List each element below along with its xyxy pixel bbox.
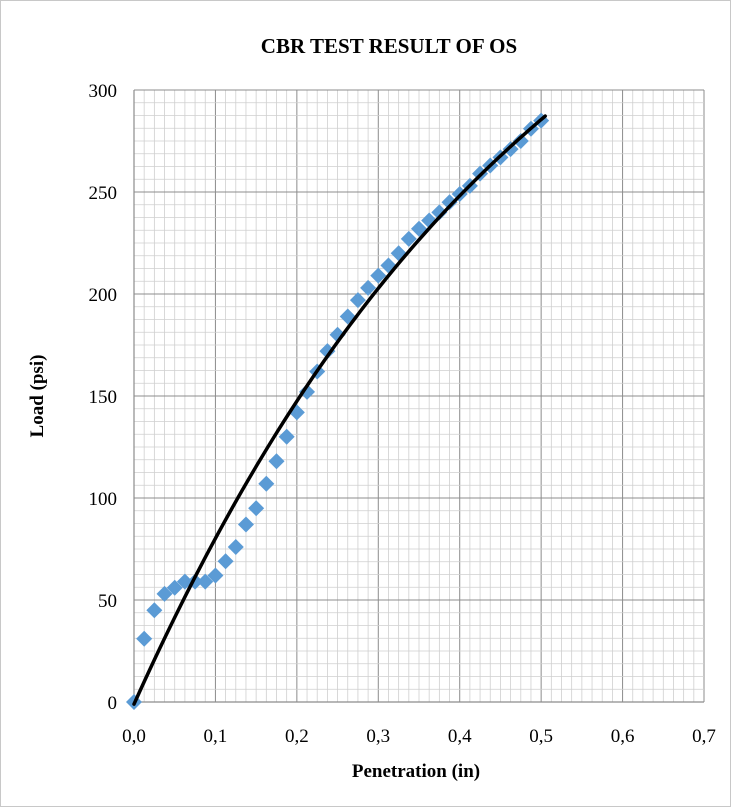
x-tick-label: 0,5 bbox=[529, 726, 553, 747]
y-tick-label: 0 bbox=[108, 693, 118, 714]
data-point bbox=[227, 538, 244, 555]
trendline bbox=[132, 114, 547, 706]
y-tick-label: 50 bbox=[98, 591, 117, 612]
data-point bbox=[217, 553, 234, 570]
chart-title: CBR TEST RESULT OF OS bbox=[261, 34, 517, 58]
data-point bbox=[390, 245, 407, 262]
data-point bbox=[278, 428, 295, 445]
data-point bbox=[268, 453, 285, 470]
data-point bbox=[512, 133, 529, 149]
x-tick-label: 0,4 bbox=[448, 726, 472, 747]
data-point bbox=[400, 230, 417, 247]
y-tick-label: 150 bbox=[89, 387, 118, 408]
y-tick-label: 100 bbox=[89, 489, 118, 510]
x-tick-label: 0,7 bbox=[692, 726, 716, 747]
data-point bbox=[197, 573, 214, 590]
data-point bbox=[349, 292, 366, 309]
data-point bbox=[258, 475, 275, 492]
y-tick-labels: 0 50 100 150 200 250 300 bbox=[89, 81, 118, 714]
data-point bbox=[156, 585, 173, 602]
data-point bbox=[360, 279, 377, 296]
x-tick-label: 0,3 bbox=[366, 726, 390, 747]
data-point bbox=[237, 516, 254, 533]
x-tick-labels: 0,0 0,1 0,2 0,3 0,4 0,5 0,6 0,7 bbox=[122, 726, 716, 747]
y-tick-label: 200 bbox=[89, 285, 118, 306]
data-point bbox=[370, 267, 387, 284]
data-point bbox=[136, 630, 153, 647]
data-point bbox=[319, 343, 336, 360]
data-point bbox=[166, 579, 183, 596]
y-tick-label: 250 bbox=[89, 183, 118, 204]
x-tick-label: 0,2 bbox=[285, 726, 309, 747]
data-point bbox=[146, 602, 163, 619]
x-tick-label: 0,0 bbox=[122, 726, 146, 747]
data-point bbox=[248, 500, 265, 517]
x-tick-label: 0,6 bbox=[611, 726, 635, 747]
y-tick-label: 300 bbox=[89, 81, 118, 102]
data-point bbox=[207, 567, 224, 584]
grid bbox=[133, 89, 705, 703]
data-point bbox=[441, 194, 458, 211]
data-point bbox=[299, 383, 316, 400]
data-point bbox=[431, 204, 448, 221]
x-axis-title: Penetration (in) bbox=[352, 761, 480, 782]
y-axis-title: Load (psi) bbox=[27, 355, 48, 438]
axes bbox=[133, 90, 704, 703]
x-tick-label: 0,1 bbox=[204, 726, 228, 747]
